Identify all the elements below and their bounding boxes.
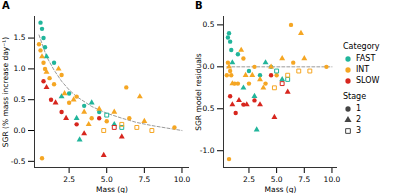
svg-text:1.0: 1.0 (14, 64, 26, 73)
html-text:FAST: FAST (356, 54, 376, 63)
html-text:1: 1 (356, 104, 362, 113)
svg-text:Mass (g): Mass (g) (265, 185, 297, 194)
svg-text:10.0: 10.0 (174, 175, 191, 184)
html-text:2: 2 (356, 115, 362, 124)
svg-text:7.5: 7.5 (298, 175, 310, 184)
html-text:B: B (195, 0, 203, 11)
svg-text:5.0: 5.0 (101, 175, 113, 184)
svg-text:0.0: 0.0 (203, 62, 215, 71)
svg-text:-0.5: -0.5 (199, 104, 215, 114)
svg-text:5.0: 5.0 (271, 175, 283, 184)
svg-text:10.0: 10.0 (324, 175, 341, 184)
svg-text:0.5: 0.5 (203, 20, 215, 29)
svg-text:7.5: 7.5 (138, 175, 150, 184)
svg-text:2.5: 2.5 (243, 175, 255, 184)
svg-text:-1.0: -1.0 (200, 146, 215, 155)
svg-text:0.0: 0.0 (14, 126, 26, 135)
html-text:SLOW: SLOW (356, 76, 380, 85)
svg-text:-0.5: -0.5 (11, 157, 26, 166)
svg-text:SGR (% mass increase day⁻¹): SGR (% mass increase day⁻¹) (1, 37, 10, 147)
svg-text:SGR model residuals: SGR model residuals (194, 53, 203, 131)
html-text:3: 3 (356, 126, 362, 135)
svg-text:2.5: 2.5 (63, 175, 75, 184)
html-text:A: A (2, 0, 10, 11)
html-text:Category: Category (343, 42, 380, 51)
html-text:INT: INT (356, 65, 370, 74)
svg-text:1.5: 1.5 (14, 33, 26, 42)
html-text:Stage: Stage (343, 92, 367, 101)
svg-text:Mass (g): Mass (g) (96, 185, 128, 194)
svg-text:0.5: 0.5 (14, 95, 26, 104)
